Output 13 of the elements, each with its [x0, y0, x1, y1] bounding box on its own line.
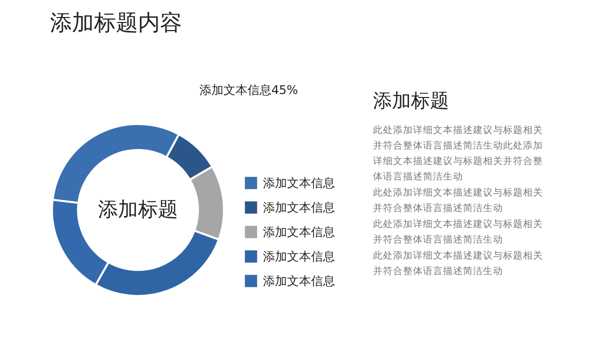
- text: 添加文本信息45%: [199, 83, 298, 97]
- text: 此处添加详细文本描述建议与标题相关并符合整体语言描述简洁生动: [373, 250, 543, 277]
- chart-title: 添加标题内容: [50, 11, 182, 36]
- text: 此处添加详细文本描述建议与标题相关并符合整体语言描述简洁生动此处添加详细文本描述建议与标题相关并符合整体语言描述简洁生动: [373, 124, 543, 182]
- legend-label: 添加文本信息: [263, 274, 335, 288]
- text: 添加标题: [98, 197, 178, 221]
- text: 此处添加详细文本描述建议与标题相关并符合整体语言描述简洁生动: [373, 186, 543, 214]
- legend-label: 添加文本信息: [263, 250, 335, 264]
- legend-label: 添加文本信息: [263, 225, 335, 239]
- legend-label: 添加文本信息: [263, 176, 335, 190]
- text: 添加标题: [373, 90, 449, 112]
- text: 此处添加详细文本描述建议与标题相关并符合整体语言描述简洁生动: [373, 218, 543, 246]
- legend-label: 添加文本信息: [263, 200, 335, 214]
